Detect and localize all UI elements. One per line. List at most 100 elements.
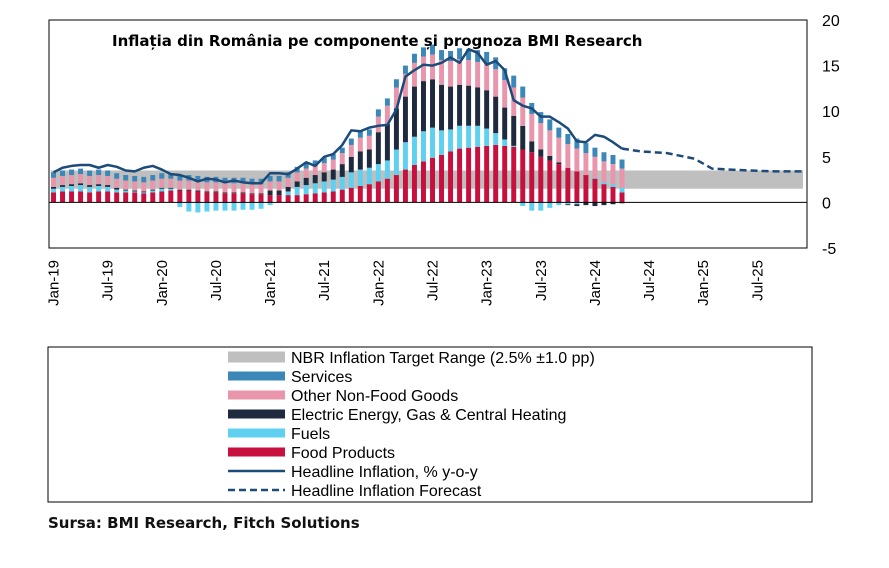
bar-services	[583, 143, 589, 154]
bar-fuels	[493, 133, 499, 145]
bar-other-non-food	[258, 184, 264, 194]
bar-other-non-food	[186, 180, 192, 190]
bar-fuels	[393, 149, 399, 176]
y-tick-label: 15	[822, 59, 840, 76]
bar-fuels	[375, 164, 381, 182]
bar-energy	[520, 125, 526, 150]
bar-energy	[276, 190, 282, 196]
bar-fuels	[69, 185, 75, 192]
bar-food	[601, 184, 607, 203]
bar-services	[267, 175, 273, 182]
bar-other-non-food	[529, 113, 535, 142]
bar-food	[294, 195, 300, 203]
bar-services	[619, 159, 625, 169]
bar-energy	[339, 164, 345, 177]
bar-energy	[294, 181, 300, 187]
bar-services	[475, 50, 481, 62]
bar-other-non-food	[312, 165, 318, 176]
plot-background	[48, 19, 808, 249]
bar-services	[439, 50, 445, 61]
bar-services	[132, 175, 138, 182]
bar-food	[583, 175, 589, 203]
bar-other-non-food	[565, 144, 571, 168]
bar-fuels	[249, 202, 255, 210]
bar-food	[96, 191, 102, 203]
legend-swatch-target	[228, 351, 285, 363]
bar-food	[213, 192, 219, 203]
bar-services	[69, 169, 75, 176]
bar-fuels	[204, 202, 210, 212]
bar-fuels	[466, 125, 472, 148]
bar-energy	[493, 96, 499, 134]
bar-fuels	[529, 202, 535, 211]
bar-energy	[168, 187, 174, 189]
bar-energy	[475, 87, 481, 126]
bar-other-non-food	[132, 181, 138, 191]
bar-services	[411, 53, 417, 63]
bar-other-non-food	[330, 159, 336, 170]
bar-fuels	[348, 172, 354, 188]
bar-other-non-food	[357, 137, 363, 152]
bar-other-non-food	[348, 144, 354, 157]
bar-services	[547, 119, 553, 131]
bar-energy	[87, 185, 93, 187]
chart-title: Inflația din România pe componente și pr…	[112, 32, 642, 50]
bar-energy	[529, 141, 535, 153]
bar-fuels	[87, 186, 93, 193]
bar-food	[520, 149, 526, 203]
bar-food	[393, 175, 399, 203]
bar-energy	[348, 156, 354, 173]
bar-other-non-food	[411, 62, 417, 87]
bar-energy	[393, 108, 399, 150]
bar-food	[87, 192, 93, 203]
bar-services	[276, 175, 282, 182]
bar-other-non-food	[601, 161, 607, 183]
bar-food	[258, 194, 264, 203]
bar-energy	[105, 185, 111, 187]
bar-other-non-food	[439, 60, 445, 85]
legend-box	[47, 346, 813, 503]
y-tick-label: 10	[822, 104, 840, 121]
bar-fuels	[520, 202, 526, 207]
bar-food	[411, 165, 417, 203]
bar-food	[384, 178, 390, 203]
bar-food	[132, 192, 138, 203]
bar-other-non-food	[60, 175, 66, 186]
bar-energy	[421, 81, 426, 132]
bar-services	[240, 177, 246, 184]
bar-energy	[583, 202, 589, 206]
bar-food	[430, 157, 435, 203]
bar-energy	[366, 149, 372, 168]
bar-services	[222, 177, 228, 184]
bar-services	[51, 172, 56, 178]
legend-label-food: Food Products	[291, 445, 395, 462]
bar-energy	[195, 190, 201, 192]
bar-energy	[51, 186, 56, 189]
x-tick-label: Jul-19	[100, 260, 117, 301]
bar-other-non-food	[168, 178, 174, 188]
bar-food	[475, 146, 481, 203]
bar-other-non-food	[457, 59, 463, 85]
bar-other-non-food	[78, 174, 84, 184]
bar-food	[276, 195, 282, 203]
bar-other-non-food	[547, 130, 553, 156]
bar-food	[619, 192, 625, 203]
legend-label-target: NBR Inflation Target Range (2.5% ±1.0 pp…	[291, 350, 595, 367]
bar-food	[222, 193, 228, 203]
bar-other-non-food	[484, 63, 490, 91]
bar-food	[114, 192, 120, 203]
bar-energy	[303, 177, 309, 186]
bar-services	[141, 176, 147, 183]
bar-fuels	[258, 202, 264, 209]
bar-services	[430, 44, 435, 55]
bar-fuels	[366, 167, 372, 185]
bar-fuels	[511, 145, 517, 147]
x-tick-label: Jul-21	[316, 260, 333, 301]
legend: NBR Inflation Target Range (2.5% ±1.0 pp…	[228, 350, 595, 500]
bar-food	[186, 190, 192, 203]
bar-fuels	[430, 127, 435, 158]
bar-other-non-food	[114, 178, 120, 188]
bar-energy	[330, 169, 336, 180]
bar-food	[339, 189, 345, 203]
bar-fuels	[538, 202, 544, 211]
